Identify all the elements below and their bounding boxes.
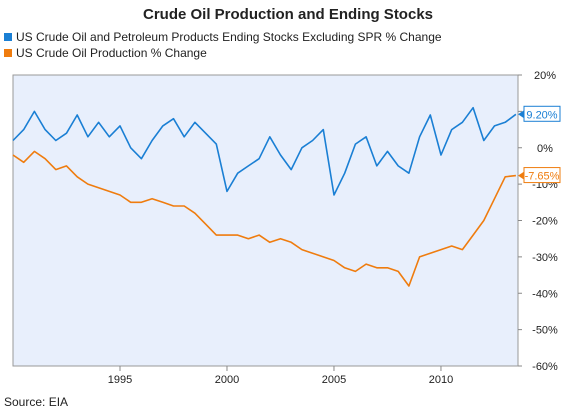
end-label-text: 9.20% [526, 109, 557, 121]
series-lines [12, 106, 517, 287]
series-line-stocks [12, 106, 517, 196]
legend-label-production: US Crude Oil Production % Change [16, 46, 207, 60]
y-tick-label: -30% [532, 252, 558, 264]
x-tick-label: 2005 [322, 374, 346, 386]
legend-label-stocks: US Crude Oil and Petroleum Products Endi… [16, 30, 442, 44]
y-tick-label: 20% [534, 70, 556, 82]
x-tick-label: 2000 [215, 374, 239, 386]
source-note: Source: EIA [4, 395, 68, 409]
plot-area [12, 74, 519, 367]
y-tick-label: 0% [537, 143, 553, 155]
legend-swatch-blue [4, 33, 12, 41]
legend-swatch-orange [4, 49, 12, 57]
x-tick-label: 2010 [429, 374, 453, 386]
series-line-production [12, 150, 516, 287]
x-axis-ticks: 1995 2000 2005 2010 [108, 366, 453, 386]
chart-title: Crude Oil Production and Ending Stocks [143, 6, 433, 23]
y-tick-label: -20% [532, 216, 558, 228]
end-labels: 9.20% -7.65% [518, 105, 561, 184]
end-label-pointer [518, 171, 524, 180]
end-label-pointer [518, 110, 524, 119]
y-tick-label: -50% [532, 325, 558, 337]
y-tick-label: -60% [532, 361, 558, 373]
end-label-text: -7.65% [525, 171, 560, 183]
x-tick-label: 1995 [108, 374, 132, 386]
y-tick-label: -40% [532, 288, 558, 300]
